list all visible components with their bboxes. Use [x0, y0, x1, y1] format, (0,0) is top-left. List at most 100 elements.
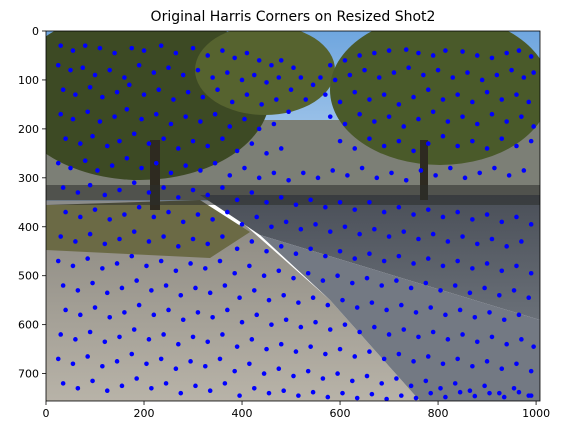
corner-point-323	[482, 285, 487, 291]
corner-point-298	[114, 261, 120, 266]
corner-point-98	[484, 89, 490, 95]
corner-point-410	[323, 351, 328, 357]
corner-point-45	[195, 67, 201, 73]
corner-point-398	[146, 337, 152, 342]
corner-point-160	[499, 136, 505, 141]
corner-point-325	[511, 288, 517, 293]
corner-point-37	[80, 65, 86, 71]
corner-point-311	[305, 270, 311, 276]
corner-point-63	[450, 75, 456, 80]
corner-point-294	[55, 258, 61, 264]
corner-point-274	[249, 239, 255, 244]
corner-point-252	[401, 229, 407, 234]
corner-point-368	[195, 310, 201, 315]
corner-point-318	[408, 285, 414, 291]
corner-point-425	[55, 356, 61, 362]
corner-point-226	[499, 219, 505, 225]
corner-point-472	[266, 390, 272, 396]
corner-point-367	[180, 317, 186, 323]
corner-point-238	[195, 212, 201, 217]
corner-point-83	[244, 92, 250, 97]
corner-point-237	[180, 219, 186, 225]
corner-point-16	[278, 58, 284, 63]
corner-point-322	[467, 290, 473, 296]
corner-point-253	[416, 236, 421, 242]
corner-point-336	[193, 285, 198, 291]
corner-point-376	[313, 319, 318, 325]
corner-point-348	[369, 300, 375, 305]
corner-point-387	[474, 339, 480, 345]
corner-point-420	[470, 363, 475, 369]
corner-point-312	[320, 278, 326, 283]
corner-point-17	[291, 65, 296, 71]
corner-point-135	[90, 133, 95, 139]
corner-point-143	[205, 143, 211, 149]
corner-point-168	[124, 155, 130, 161]
corner-point-179	[286, 177, 291, 183]
corner-point-338	[222, 283, 228, 288]
corner-point-112	[198, 119, 203, 124]
corner-point-151	[367, 136, 372, 141]
corner-point-78	[171, 97, 176, 102]
corner-point-456	[511, 385, 517, 391]
corner-point-93	[411, 94, 416, 100]
corner-point-125	[430, 109, 436, 115]
corner-point-15	[269, 62, 274, 68]
corner-point-213	[308, 197, 313, 203]
corner-point-430	[129, 351, 135, 357]
corner-point-357	[501, 317, 507, 323]
corner-point-340	[251, 288, 257, 293]
corner-point-466	[178, 390, 184, 396]
corner-point-193	[492, 165, 497, 171]
corner-point-14	[256, 58, 262, 63]
corner-point-428	[100, 363, 105, 369]
corner-point-424	[528, 368, 534, 374]
corner-point-397	[131, 327, 137, 332]
corner-point-452	[452, 381, 458, 386]
corner-point-449	[408, 383, 414, 389]
corner-point-11	[220, 48, 225, 53]
corner-point-426	[70, 361, 76, 367]
photo-road	[200, 195, 540, 320]
corner-point-117	[271, 121, 277, 127]
corner-point-354	[457, 307, 463, 313]
corner-point-3	[97, 45, 103, 51]
corner-point-32	[504, 50, 509, 56]
corner-point-68	[521, 75, 527, 80]
corner-point-111	[183, 114, 188, 119]
corner-point-203	[161, 185, 166, 190]
corner-point-418	[440, 361, 446, 367]
scatter-points	[55, 43, 536, 401]
corner-point-248	[342, 224, 348, 230]
corner-point-175	[227, 173, 233, 178]
corner-point-415	[396, 351, 402, 357]
corner-point-299	[129, 253, 135, 259]
corner-point-172	[183, 163, 188, 168]
corner-point-43	[166, 65, 171, 71]
corner-point-319	[423, 280, 429, 286]
corner-point-334	[163, 283, 169, 288]
corner-point-453	[467, 388, 473, 394]
corner-point-404	[234, 344, 240, 349]
corner-point-204	[176, 195, 181, 200]
corner-point-324	[497, 292, 502, 298]
corner-point-371	[239, 319, 245, 325]
corner-point-220	[411, 212, 416, 217]
corner-point-486	[472, 393, 478, 399]
corner-point-13	[244, 50, 250, 56]
corner-point-154	[411, 148, 416, 154]
corner-point-20	[327, 62, 333, 68]
corner-point-75	[127, 82, 132, 88]
corner-point-485	[457, 389, 463, 395]
corner-point-333	[149, 288, 154, 293]
corner-point-180	[300, 170, 306, 176]
corner-point-321	[452, 283, 458, 288]
x-tick-label-800: 800	[428, 407, 449, 420]
corner-point-69	[531, 70, 536, 75]
corner-point-249	[357, 231, 362, 237]
corner-point-53	[303, 97, 309, 102]
corner-point-49	[251, 72, 257, 78]
corner-point-102	[58, 111, 63, 117]
corner-point-427	[85, 354, 90, 359]
corner-point-429	[114, 359, 120, 364]
